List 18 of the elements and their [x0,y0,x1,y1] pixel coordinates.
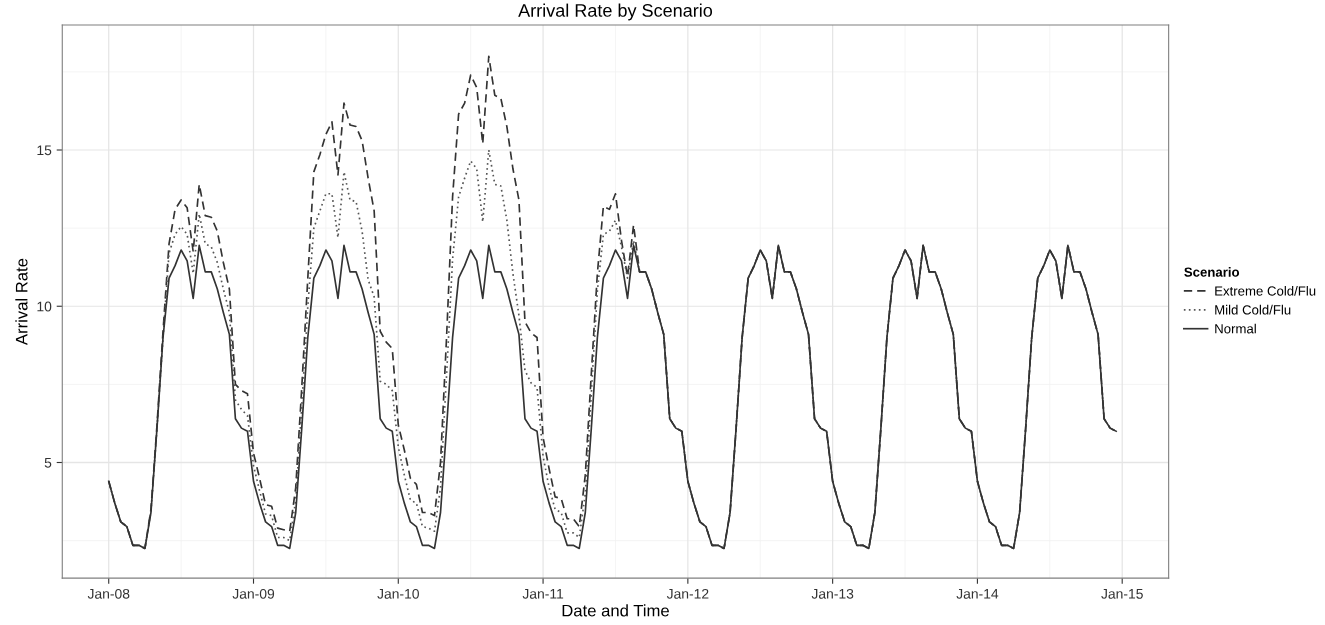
x-axis-title: Date and Time [562,604,669,617]
y-tick-label: 10 [37,301,52,312]
y-axis-title: Arrival Rate [15,258,28,346]
y-tick-label: 15 [37,145,52,156]
x-tick-label: Jan-11 [522,589,564,599]
x-tick-label: Jan-10 [377,588,419,599]
x-tick-label: Jan-13 [811,588,854,599]
x-tick-label: Jan-14 [956,589,999,599]
legend-label: Mild Cold/Flu [1215,304,1291,315]
legend-label: Normal [1215,323,1256,334]
x-tick-label: Jan-08 [87,588,130,599]
legend-label: Extreme Cold/Flu [1215,285,1316,296]
legend-title: Scenario [1184,267,1240,277]
x-tick-label: Jan-12 [666,588,709,599]
x-tick-label: Jan-09 [232,588,275,599]
y-tick-label: 5 [44,457,52,468]
chart-title: Arrival Rate by Scenario [518,3,713,21]
x-tick-label: Jan-15 [1101,589,1143,599]
